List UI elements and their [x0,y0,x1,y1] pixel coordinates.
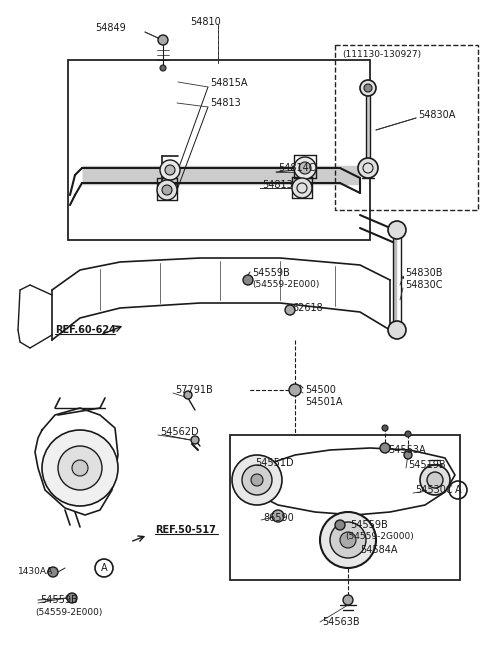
Circle shape [165,165,175,175]
Text: 62618: 62618 [292,303,323,313]
Circle shape [358,158,378,178]
Circle shape [157,180,177,200]
Circle shape [158,35,168,45]
Text: 54519B: 54519B [408,460,445,470]
Circle shape [48,567,58,577]
Circle shape [360,80,376,96]
Circle shape [405,431,411,437]
Circle shape [382,425,388,431]
Text: 57791B: 57791B [175,385,213,395]
Circle shape [232,455,282,505]
Circle shape [67,593,77,603]
Bar [230,435,460,580]
Text: REF.50-517: REF.50-517 [155,525,216,535]
Text: A: A [455,485,461,495]
Text: (54559-2E000): (54559-2E000) [252,281,319,289]
Text: (54559-2G000): (54559-2G000) [345,533,414,541]
Text: (54559-2E000): (54559-2E000) [35,607,102,617]
Text: 54584A: 54584A [360,545,397,555]
Circle shape [42,430,118,506]
Text: 54559B: 54559B [252,268,290,278]
Text: 54813: 54813 [262,180,293,190]
Text: 54810: 54810 [190,17,221,27]
Circle shape [343,595,353,605]
Text: 54559B: 54559B [40,595,78,605]
Text: 54501A: 54501A [305,397,343,407]
Text: REF.60-624: REF.60-624 [55,325,116,335]
Circle shape [58,446,102,490]
Circle shape [160,160,180,180]
Circle shape [420,465,450,495]
Text: A: A [101,563,108,573]
Text: 86590: 86590 [263,513,294,523]
Text: 54553A: 54553A [388,445,426,455]
Text: 54500: 54500 [305,385,336,395]
Circle shape [404,451,412,459]
Circle shape [364,84,372,92]
Text: 54814C: 54814C [278,163,315,173]
Text: 54559B: 54559B [350,520,388,530]
Circle shape [289,384,301,396]
Circle shape [292,178,312,198]
Text: (111130-130927): (111130-130927) [342,51,421,60]
Circle shape [320,512,376,568]
Circle shape [72,460,88,476]
Text: 54815A: 54815A [210,78,248,88]
Circle shape [330,522,366,558]
Circle shape [299,162,311,174]
Text: 54830C: 54830C [405,280,443,290]
Circle shape [285,305,295,315]
Circle shape [242,465,272,495]
Circle shape [191,436,199,444]
Text: 1430AA: 1430AA [18,567,53,577]
Circle shape [340,532,356,548]
Text: 54530C: 54530C [415,485,453,495]
Circle shape [184,391,192,399]
Circle shape [272,510,284,522]
Text: 54830A: 54830A [418,110,456,120]
Circle shape [243,275,253,285]
Text: 54830B: 54830B [405,268,443,278]
Circle shape [160,65,166,71]
Circle shape [251,474,263,486]
Circle shape [335,520,345,530]
Circle shape [162,185,172,195]
Circle shape [388,321,406,339]
Bar [335,45,478,210]
Text: 54813: 54813 [210,98,241,108]
Circle shape [427,472,443,488]
Text: 54562D: 54562D [160,427,199,437]
Circle shape [380,443,390,453]
Circle shape [388,221,406,239]
Circle shape [294,157,316,179]
Bar [68,60,370,240]
Text: 54551D: 54551D [255,458,294,468]
Text: 54849: 54849 [95,23,126,33]
Text: 54563B: 54563B [322,617,360,627]
